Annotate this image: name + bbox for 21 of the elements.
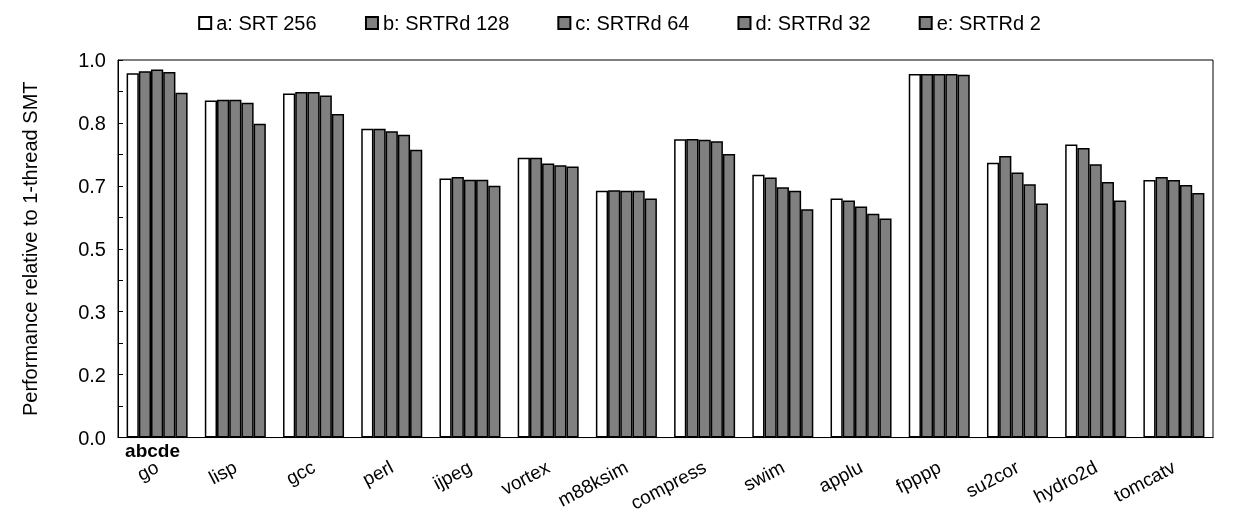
y-tick-label: 0.8 (78, 111, 106, 134)
x-tick-label: lisp (205, 456, 241, 489)
x-tick-label: vortex (497, 456, 554, 500)
y-tick-label: 0.2 (78, 363, 106, 386)
x-tick-label: perl (358, 456, 397, 490)
x-tick-label: gcc (282, 456, 319, 489)
x-tick-label: swim (739, 456, 788, 496)
legend-label: e: SRTRd 2 (936, 12, 1041, 34)
x-tick-label: applu (815, 456, 866, 497)
y-axis-title: Performance relative to 1-thread SMT (19, 81, 41, 417)
x-tick-label: ijpeg (429, 456, 475, 494)
y-tick-label: 1.0 (78, 49, 106, 71)
y-tick-label: 0.3 (78, 300, 106, 323)
legend-label: d: SRTRd 32 (755, 12, 871, 34)
legend-label: a: SRT 256 (216, 12, 317, 34)
y-tick-label: 0.0 (78, 426, 106, 449)
x-tick-label: fpppp (892, 456, 945, 498)
y-tick-label: 0.7 (78, 174, 106, 197)
y-tick-label: 0.5 (78, 237, 106, 260)
legend-label: b: SRTRd 128 (382, 12, 510, 34)
legend-label: c: SRTRd 64 (575, 12, 690, 34)
